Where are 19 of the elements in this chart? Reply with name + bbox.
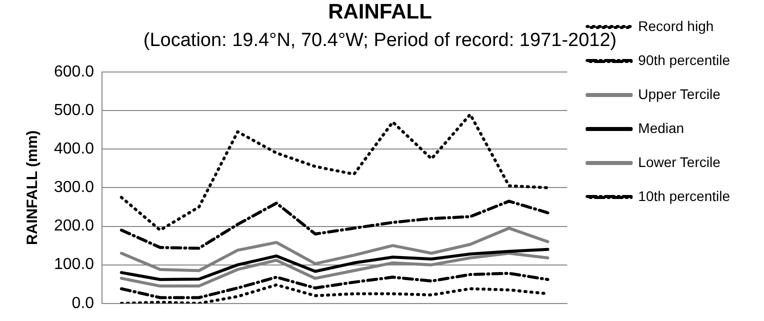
line-series (120, 200, 550, 250)
y-tick-label: 300.0 (54, 179, 94, 196)
y-tick-label: 600.0 (54, 63, 94, 80)
y-axis-title: RAINFALL (mm) (24, 130, 42, 246)
y-tick-label: 500.0 (54, 102, 94, 119)
legend-label: 90th percentile (638, 52, 730, 68)
y-tick-label: 400.0 (54, 140, 94, 158)
y-tick-label: 200.0 (54, 218, 94, 235)
legend-label: Median (638, 120, 684, 136)
legend-label: 10th percentile (638, 188, 730, 204)
chart-subtitle: (Location: 19.4°N, 70.4°W; Period of record: 1971-2012) (143, 30, 617, 51)
line-series (120, 272, 550, 300)
y-tick-label: 100.0 (54, 256, 94, 274)
legend-label: Lower Tercile (638, 154, 721, 170)
line-series (120, 112, 550, 232)
chart-title: RAINFALL (328, 0, 432, 24)
legend-label: Record high (638, 18, 714, 34)
y-tick-label: 0.0 (72, 294, 94, 312)
legend-label: Upper Tercile (638, 86, 721, 102)
